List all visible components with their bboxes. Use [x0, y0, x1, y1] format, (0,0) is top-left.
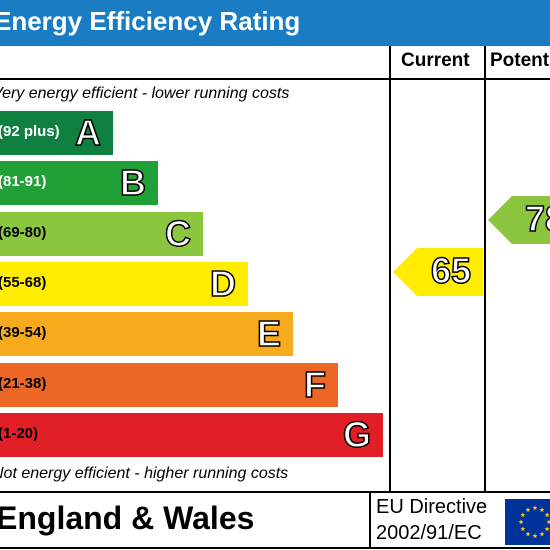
band-a: (92 plus) A: [0, 111, 113, 155]
directive-line-2: 2002/91/EC: [376, 522, 482, 544]
band-b-letter: B: [119, 162, 147, 205]
title-bar: Energy Efficiency Rating: [0, 0, 550, 46]
band-f: (21-38) F: [0, 362, 338, 407]
current-rating-value: 65: [430, 249, 472, 292]
band-a-range: (92 plus): [0, 123, 60, 140]
top-note: Very energy efficient - lower running co…: [0, 85, 290, 102]
directive-line-1: EU Directive: [376, 496, 488, 518]
band-f-range: (21-38): [0, 374, 47, 392]
band-g: (1-20) G: [0, 412, 383, 457]
potential-column-header: Potential: [490, 50, 550, 71]
band-e-letter: E: [256, 312, 282, 355]
region-label: England & Wales: [0, 500, 255, 536]
bottom-note: Not energy efficient - higher running co…: [0, 465, 289, 482]
eu-star-icon: [544, 526, 550, 532]
potential-column-left-divider: [484, 46, 486, 493]
band-d-letter: D: [209, 262, 237, 305]
band-f-letter: F: [303, 363, 327, 406]
band-a-letter: A: [74, 111, 102, 154]
potential-rating-value: 78: [524, 197, 550, 240]
footer-directive-divider: [369, 493, 371, 549]
eu-star-icon: [539, 531, 545, 537]
band-e-range: (39-54): [0, 324, 47, 342]
eu-star-icon: [546, 519, 550, 525]
current-column-header: Current: [401, 50, 470, 71]
band-c: (69-80) C: [0, 211, 203, 256]
band-b-range: (81-91): [0, 173, 47, 191]
current-column-left-divider: [389, 46, 391, 493]
footer-divider: [0, 491, 550, 493]
band-d: (55-68) D: [0, 261, 248, 306]
eu-star-icon: [532, 533, 538, 539]
band-c-range: (69-80): [0, 223, 47, 241]
eu-star-icon: [525, 531, 531, 537]
eu-star-icon: [544, 512, 550, 518]
band-b: (81-91) B: [0, 161, 158, 206]
chart-title: Energy Efficiency Rating: [0, 6, 301, 36]
eu-star-icon: [539, 507, 545, 512]
band-e: (39-54) E: [0, 312, 293, 357]
eu-star-icon: [518, 519, 524, 525]
eu-star-icon: [532, 505, 538, 511]
band-g-letter: G: [342, 413, 372, 456]
band-d-range: (55-68): [0, 273, 47, 291]
header-row-divider: [0, 78, 550, 80]
eu-flag-icon: [505, 499, 550, 545]
eu-star-icon: [525, 507, 531, 512]
eu-star-icon: [520, 526, 526, 532]
bottom-border: [0, 547, 550, 549]
eu-star-icon: [520, 512, 526, 518]
band-c-letter: C: [164, 212, 192, 255]
potential-rating-arrow: [488, 196, 550, 244]
band-g-range: (1-20): [0, 424, 39, 442]
current-rating-arrow: [393, 248, 483, 296]
